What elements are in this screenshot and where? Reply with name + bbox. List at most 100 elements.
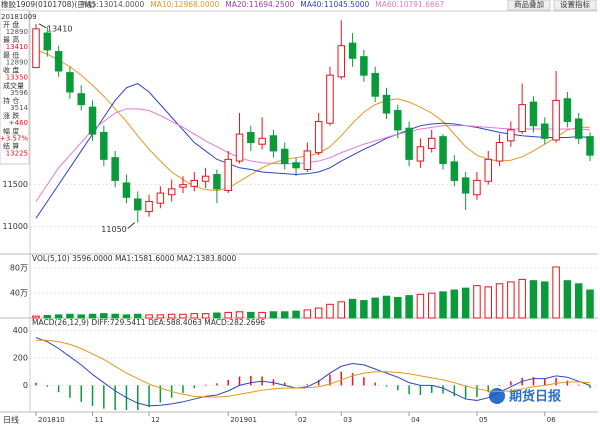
candle-body: [427, 137, 436, 149]
button-label[interactable]: 商品叠加: [514, 0, 544, 9]
volume-bar: [473, 285, 481, 319]
info-value: 3596: [10, 89, 28, 97]
panel-title: MACD(26,12,9) DIFF:729.5411 DEA:588.4063…: [32, 318, 265, 327]
volume-bar: [280, 311, 289, 319]
info-label: 最 低: [3, 50, 19, 59]
y-tick-label: 11000: [3, 222, 28, 231]
info-value: 13410: [6, 43, 28, 51]
candle-body: [507, 129, 515, 142]
volume-bar: [32, 315, 40, 319]
x-tick-label: 05: [479, 416, 488, 424]
volume-bar: [235, 311, 244, 319]
candle-body: [269, 135, 278, 152]
x-tick-label: 03: [343, 416, 352, 424]
indicator: MA60:10791.6667: [375, 0, 444, 9]
candle-body: [529, 101, 538, 127]
info-panel: [0, 9, 30, 165]
candle-body: [156, 192, 165, 204]
volume-bar: [394, 296, 402, 319]
candle-body: [190, 179, 199, 187]
volume-bar: [484, 286, 492, 319]
candle-body: [382, 94, 391, 114]
candle-body: [574, 118, 583, 139]
volume-bar: [54, 314, 63, 319]
candle-body: [371, 72, 379, 97]
candle-body: [122, 182, 131, 198]
candle-body: [145, 200, 153, 213]
info-value: +460: [9, 119, 28, 127]
volume-bar: [439, 291, 447, 319]
macd-line: [36, 339, 591, 398]
volume-bar: [326, 303, 334, 319]
y-tick-label: 80万: [10, 264, 28, 273]
button-label[interactable]: 设置指标: [560, 0, 590, 9]
volume-bar: [529, 280, 538, 319]
candle-body: [563, 98, 572, 122]
volume-bar: [541, 281, 549, 319]
candle-body: [450, 161, 459, 181]
y-tick-label: 40万: [10, 289, 28, 298]
info-value: 12890: [6, 28, 28, 36]
candle-body: [518, 104, 526, 133]
volume-bar: [360, 300, 368, 319]
volume-bar: [224, 311, 232, 319]
volume-bar: [495, 283, 504, 319]
period-label: 日线: [3, 415, 19, 425]
candle-body: [405, 127, 413, 160]
candle-body: [484, 158, 492, 182]
volume-bar: [100, 313, 108, 319]
volume-bar: [111, 313, 119, 319]
x-tick-label: 04: [411, 416, 420, 424]
x-tick-label: 11: [95, 416, 104, 424]
info-date: 20181009: [1, 13, 37, 21]
volume-bar: [518, 278, 526, 319]
candle-body: [224, 158, 232, 192]
volume-bar: [66, 313, 74, 319]
macd-line: [35, 337, 591, 407]
y-tick-label: 400: [13, 326, 28, 335]
candle-body: [394, 110, 402, 131]
volume-bar: [190, 313, 199, 319]
candle-body: [258, 137, 266, 145]
candle-body: [235, 133, 244, 162]
candle-body: [326, 74, 334, 124]
candle-body: [43, 32, 52, 51]
candle-body: [303, 150, 312, 170]
volume-bar: [371, 297, 379, 319]
info-label: 幅 度: [3, 126, 19, 135]
candle-body: [179, 184, 187, 188]
volume-bar: [134, 313, 142, 319]
volume-bar: [427, 292, 436, 319]
x-tick-label: 12: [151, 416, 160, 424]
candle-body: [247, 131, 255, 144]
x-tick-label: 02: [298, 416, 307, 424]
x-tick-label: 201901: [230, 416, 257, 424]
watermark: 期货日报: [509, 389, 562, 405]
button[interactable]: [507, 0, 551, 11]
info-label: 持 仓: [3, 96, 19, 105]
info-value: 13350: [6, 74, 28, 82]
volume-bar: [122, 314, 131, 319]
candle-body: [66, 72, 74, 93]
volume-bar: [450, 289, 459, 319]
candle-body: [473, 179, 481, 196]
candle-body: [111, 157, 119, 181]
info-value: 3514: [10, 104, 28, 112]
info-value: 13225: [6, 150, 28, 158]
candle-body: [54, 51, 63, 72]
button[interactable]: [553, 0, 597, 11]
panel-title: VOL(5,10) 3596.0000 MA1:1581.6000 MA2:13…: [32, 254, 236, 263]
volume-bar: [43, 315, 52, 319]
ma-line: [35, 83, 591, 219]
y-tick-label: 11500: [3, 180, 28, 189]
candle-body: [439, 136, 447, 165]
info-label: 成交量: [3, 81, 24, 90]
volume-bar: [507, 281, 515, 319]
annotation: 11050: [101, 225, 126, 234]
info-value: +3.57%: [0, 134, 28, 142]
volume-bar: [348, 298, 357, 319]
candle-body: [201, 175, 210, 182]
candle-body: [541, 123, 549, 139]
volume-bar: [416, 293, 425, 319]
